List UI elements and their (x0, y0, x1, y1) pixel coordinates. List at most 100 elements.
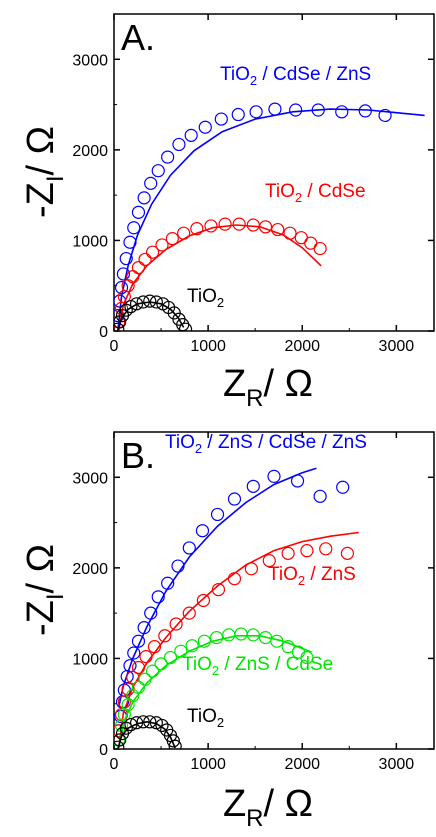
series-label: TiO2 (187, 286, 224, 310)
series-fit-line (117, 635, 312, 749)
data-point (267, 469, 281, 483)
series-fit-line (117, 108, 425, 331)
y-tick-label: 1000 (72, 233, 108, 250)
data-point (144, 606, 158, 620)
data-point (114, 733, 127, 747)
series-label: TiO2 / ZnS (268, 564, 356, 588)
data-point (136, 715, 150, 729)
data-point (313, 489, 327, 503)
series-label: TiO2 / ZnS / CdSe / ZnS (165, 432, 367, 456)
data-point (232, 217, 246, 231)
data-point (114, 740, 125, 749)
y-axis-title: -ZI/ Ω (20, 126, 69, 218)
data-point (281, 546, 295, 560)
x-axis-title: ZR/ Ω (223, 363, 313, 412)
data-point (163, 650, 178, 665)
data-point (119, 303, 133, 317)
data-point (114, 315, 127, 329)
data-point (171, 559, 185, 573)
data-point (149, 295, 163, 309)
data-point (294, 231, 308, 245)
data-point (143, 294, 157, 308)
x-tick-label: 2000 (284, 756, 320, 773)
data-area (114, 467, 359, 749)
data-point (137, 191, 151, 205)
y-tick-label: 1000 (72, 651, 108, 668)
data-point (117, 695, 131, 709)
data-point (209, 630, 224, 645)
data-point (231, 107, 245, 122)
data-point (147, 640, 162, 654)
data-point (114, 280, 129, 295)
series-label: TiO2 (187, 706, 224, 730)
data-point (131, 261, 146, 275)
y-tick-label: 2000 (72, 561, 108, 578)
data-point (182, 606, 196, 620)
data-point (177, 226, 191, 240)
data-point (144, 176, 158, 190)
data-point (166, 734, 180, 748)
x-tick-label: 3000 (379, 756, 415, 773)
data-point (249, 105, 263, 119)
data-point (335, 105, 349, 119)
y-tick-label: 3000 (72, 52, 108, 69)
data-point (161, 150, 175, 164)
x-tick-label: 2000 (284, 338, 320, 355)
chart-panel-b: 0 1000 2000 3000 0 1000 2000 3000 TiO2 / ZnS / C… (20, 431, 435, 832)
data-point (116, 267, 131, 281)
y-axis-title: -ZI/ Ω (20, 544, 69, 636)
series-3 (114, 715, 182, 749)
data-point (131, 660, 146, 675)
data-point (129, 716, 144, 730)
data-point (154, 657, 168, 671)
x-tick-label: 0 (110, 338, 119, 355)
data-point (143, 715, 157, 729)
data-point (131, 634, 146, 648)
data-point (289, 103, 303, 117)
data-point (227, 492, 242, 506)
x-tick-label: 1000 (190, 756, 226, 773)
data-point (185, 639, 199, 653)
data-point (119, 251, 133, 266)
series-0 (114, 102, 425, 331)
data-point (336, 480, 350, 494)
data-point (270, 634, 284, 648)
series-fit-line (117, 531, 359, 749)
data-point (319, 542, 333, 556)
data-point (184, 128, 198, 142)
data-point (300, 650, 314, 665)
data-point (169, 617, 183, 631)
data-point (313, 241, 327, 256)
data-point (182, 541, 196, 555)
data-point (129, 297, 144, 311)
data-point (283, 226, 297, 240)
data-point (304, 236, 318, 250)
series-1 (114, 217, 327, 331)
data-point (124, 717, 138, 732)
data-point (281, 640, 295, 654)
x-tick-label: 0 (110, 756, 119, 773)
plot-frame (113, 13, 435, 332)
data-point (311, 103, 325, 117)
series-label: TiO2 / CdSe / ZnS (220, 64, 371, 88)
data-point (211, 582, 226, 597)
data-point (234, 627, 248, 641)
data-point (136, 295, 150, 309)
data-point (145, 245, 160, 259)
data-point (139, 650, 153, 664)
data-point (123, 235, 137, 249)
data-point (138, 672, 152, 686)
data-point (168, 739, 182, 749)
data-point (138, 252, 152, 267)
series-label: TiO2 / ZnS / CdSe (182, 654, 333, 678)
data-point (244, 562, 259, 576)
data-point (127, 646, 141, 660)
y-tick-label: 3000 (72, 470, 108, 487)
data-point (151, 590, 165, 604)
data-point (114, 322, 125, 331)
data-point (119, 721, 133, 735)
series-label: TiO2 / CdSe (265, 181, 366, 205)
data-point (268, 102, 282, 116)
y-tick-label: 2000 (72, 143, 108, 160)
data-point (155, 238, 169, 252)
